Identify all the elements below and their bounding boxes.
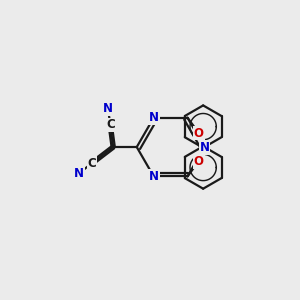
Text: N: N	[74, 167, 84, 180]
Text: N: N	[149, 170, 159, 183]
Text: N: N	[200, 141, 209, 154]
Text: N: N	[149, 111, 159, 124]
Text: C: C	[88, 157, 96, 170]
Text: C: C	[106, 118, 115, 131]
Text: O: O	[194, 127, 204, 140]
Text: N: N	[103, 102, 113, 116]
Text: O: O	[194, 154, 204, 168]
